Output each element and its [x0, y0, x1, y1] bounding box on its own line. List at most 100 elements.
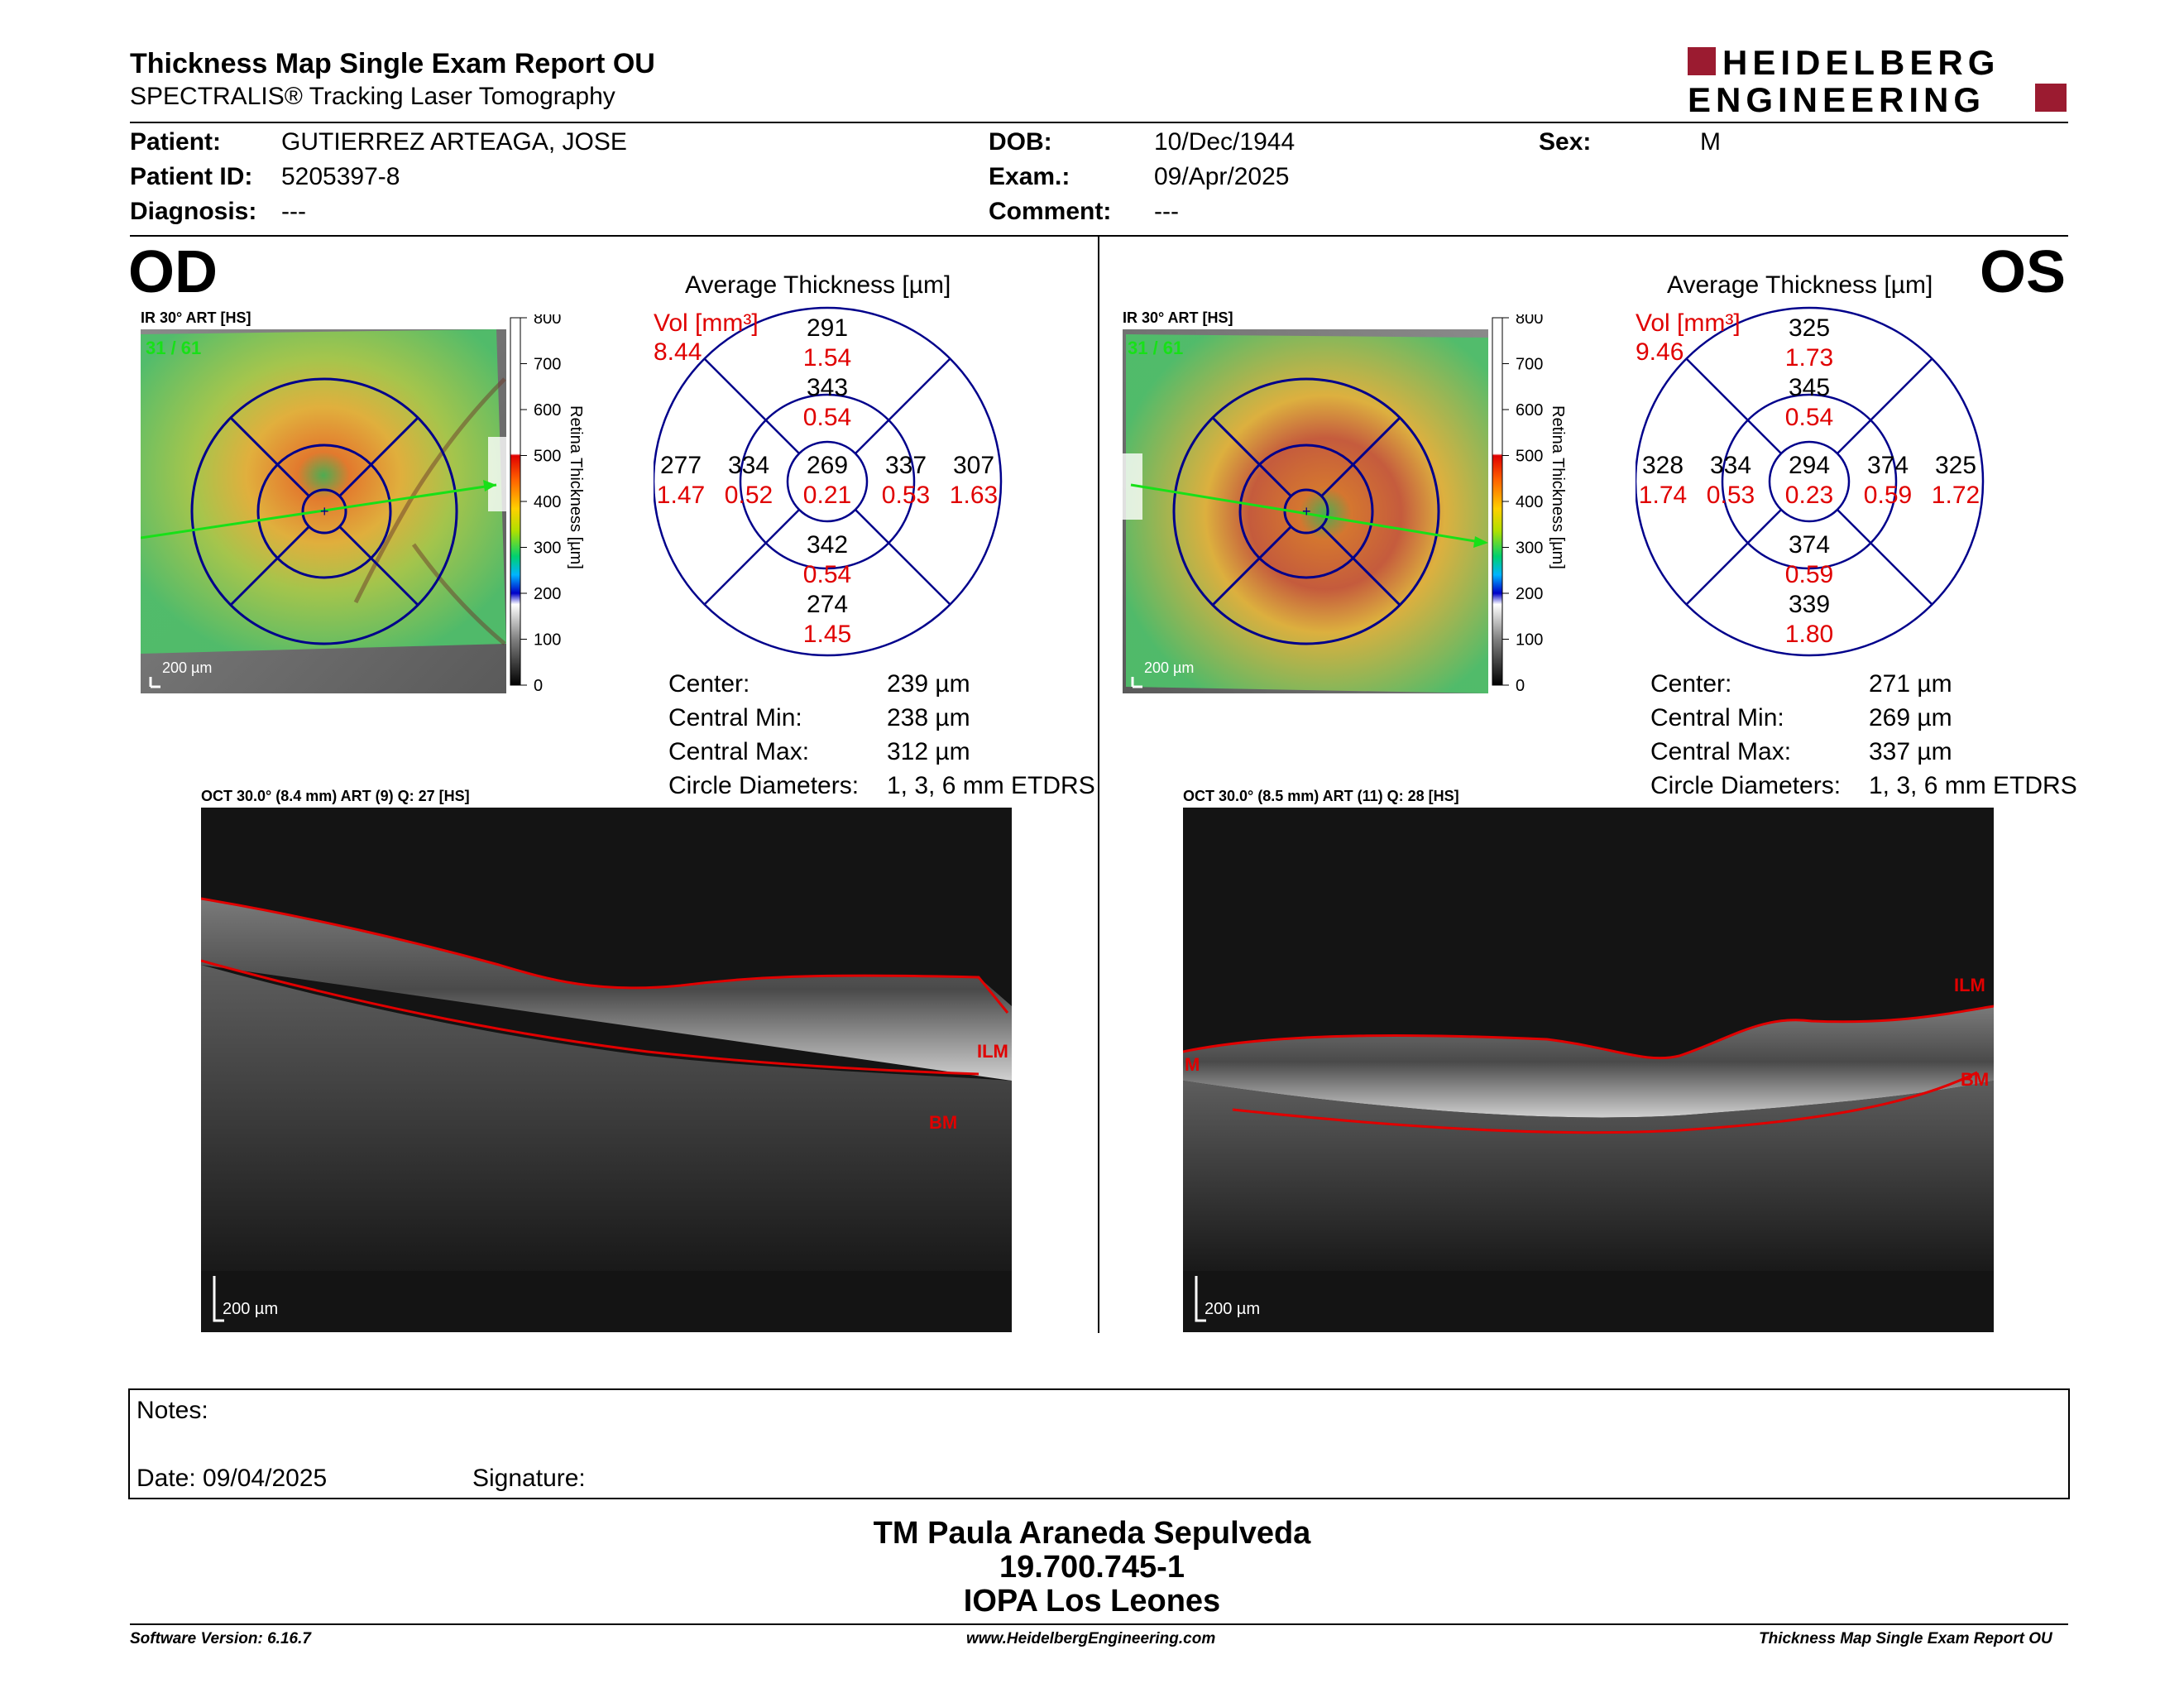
- colorbar-tick-label: 600: [1516, 401, 1543, 420]
- footer-website[interactable]: www.HeidelbergEngineering.com: [966, 1630, 1216, 1647]
- os-vol-value: 9.46: [1636, 338, 1684, 366]
- od-oct-scale: 200 µm: [223, 1300, 278, 1318]
- od-ir-frames: 31 / 61: [146, 338, 201, 358]
- os-stat-center-value: 271 µm: [1869, 670, 1952, 698]
- comment-label: Comment:: [989, 198, 1112, 225]
- notes-box[interactable]: Notes: Date: 09/04/2025 Signature:: [128, 1388, 2070, 1499]
- footer-report: Thickness Map Single Exam Report OU: [1759, 1630, 2052, 1647]
- os-eye-label: OS: [1980, 239, 2067, 305]
- od-vol-value: 8.44: [654, 338, 702, 366]
- os-stat-min-label: Central Min:: [1650, 704, 1784, 731]
- patient-id-label: Patient ID:: [130, 163, 253, 190]
- colorbar-tick-label: 0: [1516, 677, 1525, 695]
- od-stat-center-value: 239 µm: [887, 670, 970, 698]
- od-ir-label: IR 30° ART [HS]: [141, 309, 251, 326]
- svg-text:1.63: 1.63: [950, 482, 998, 509]
- colorbar-tick-label: 200: [1516, 585, 1543, 603]
- svg-text:0.53: 0.53: [882, 482, 930, 509]
- os-stat-max-label: Central Max:: [1650, 738, 1792, 765]
- svg-text:334: 334: [1710, 452, 1751, 479]
- od-stat-max-value: 312 µm: [887, 738, 970, 765]
- os-colorbar-title: Retina Thickness [µm]: [1549, 405, 1567, 569]
- svg-text:0.54: 0.54: [803, 404, 851, 431]
- svg-text:1.47: 1.47: [657, 482, 705, 509]
- colorbar-tick-label: 700: [1516, 356, 1543, 374]
- od-colorbar: 800 700 600 500 400 300 200 100 0: [509, 309, 600, 695]
- exam-label: Exam.:: [989, 163, 1070, 190]
- os-ilm-label: ILM: [1954, 975, 1985, 995]
- colorbar-tick-label: 700: [534, 356, 561, 374]
- svg-text:374: 374: [1789, 531, 1830, 559]
- logo-line1: HEIDELBERG: [1722, 46, 2000, 82]
- svg-text:325: 325: [1789, 314, 1830, 342]
- sex-label: Sex:: [1539, 128, 1592, 156]
- svg-text:0.21: 0.21: [803, 482, 851, 509]
- od-eye-label: OD: [128, 239, 218, 305]
- os-stat-center-label: Center:: [1650, 670, 1732, 698]
- od-colorbar-title: Retina Thickness [µm]: [567, 405, 585, 569]
- svg-text:294: 294: [1789, 452, 1830, 479]
- svg-text:343: 343: [807, 374, 848, 401]
- colorbar-tick-label: 800: [534, 314, 561, 328]
- os-stat-max-value: 337 µm: [1869, 738, 1952, 765]
- svg-text:277: 277: [660, 452, 702, 479]
- colorbar-tick-label: 400: [1516, 493, 1543, 511]
- signer-name: TM Paula Araneda Sepulveda: [873, 1516, 1311, 1551]
- colorbar-tick-label: 800: [1516, 314, 1543, 328]
- os-stat-min-value: 269 µm: [1869, 704, 1952, 731]
- od-stat-center-label: Center:: [668, 670, 750, 698]
- heidelberg-logo: HEIDELBERG ENGINEERING: [1688, 43, 2068, 119]
- notes-label: Notes:: [136, 1397, 208, 1424]
- svg-text:0.54: 0.54: [803, 561, 851, 588]
- os-oct-bscan: M ILM BM 200 µm: [1182, 808, 1995, 1332]
- os-avg-title: Average Thickness [µm]: [1667, 271, 1933, 299]
- report-title: Thickness Map Single Exam Report OU: [130, 48, 655, 79]
- os-map-scale: 200 µm: [1144, 659, 1194, 676]
- os-stat-diam-label: Circle Diameters:: [1650, 772, 1842, 799]
- colorbar-tick-label: 300: [534, 539, 561, 558]
- od-ilm-label: ILM: [977, 1041, 1008, 1062]
- colorbar-tick-label: 400: [534, 493, 561, 511]
- svg-text:1.72: 1.72: [1932, 482, 1980, 509]
- svg-text:1.80: 1.80: [1785, 621, 1833, 648]
- svg-text:0.59: 0.59: [1785, 561, 1833, 588]
- os-vol-label: Vol [mm³]: [1636, 309, 1741, 337]
- svg-text:0.53: 0.53: [1707, 482, 1755, 509]
- signer-id: 19.700.745-1: [999, 1550, 1185, 1585]
- colorbar-tick-label: 200: [534, 585, 561, 603]
- exam-value: 09/Apr/2025: [1154, 163, 1290, 190]
- svg-text:339: 339: [1789, 591, 1830, 618]
- patient-name: GUTIERREZ ARTEAGA, JOSE: [281, 128, 627, 156]
- od-bm-label: BM: [929, 1112, 957, 1133]
- report-subtitle: SPECTRALIS® Tracking Laser Tomography: [130, 83, 615, 110]
- svg-text:0.59: 0.59: [1864, 482, 1912, 509]
- svg-text:1.74: 1.74: [1639, 482, 1687, 509]
- svg-text:342: 342: [807, 531, 848, 559]
- os-ir-label: IR 30° ART [HS]: [1123, 309, 1233, 326]
- patient-id-value: 5205397-8: [281, 163, 400, 190]
- colorbar-tick-label: 500: [534, 448, 561, 466]
- od-stat-min-label: Central Min:: [668, 704, 802, 731]
- comment-value: ---: [1154, 198, 1179, 225]
- os-oct-label: OCT 30.0° (8.5 mm) ART (11) Q: 28 [HS]: [1183, 788, 1459, 804]
- os-stat-diam-value: 1, 3, 6 mm ETDRS: [1869, 772, 2077, 799]
- svg-text:334: 334: [728, 452, 769, 479]
- svg-text:0.54: 0.54: [1785, 404, 1833, 431]
- colorbar-tick-label: 100: [534, 631, 561, 650]
- dob-label: DOB:: [989, 128, 1052, 156]
- od-vol-label: Vol [mm³]: [654, 309, 759, 337]
- diagnosis-value: ---: [281, 198, 306, 225]
- od-avg-title: Average Thickness [µm]: [685, 271, 951, 299]
- colorbar-tick-label: 600: [534, 401, 561, 420]
- svg-text:0.23: 0.23: [1785, 482, 1833, 509]
- os-ilm-left-label: M: [1185, 1054, 1200, 1075]
- dob-value: 10/Dec/1944: [1154, 128, 1296, 156]
- os-etdrs-grid: Vol [mm³] 9.46 325 1.73 345 0.54 328 1.7…: [1634, 306, 2016, 662]
- signature-label: Signature:: [472, 1465, 586, 1492]
- svg-text:+: +: [320, 503, 329, 520]
- os-ir-frames: 31 / 61: [1128, 338, 1183, 358]
- svg-text:269: 269: [807, 452, 848, 479]
- sex-value: M: [1700, 128, 1721, 156]
- od-map-scale: 200 µm: [162, 659, 212, 676]
- colorbar-tick-label: 100: [1516, 631, 1543, 650]
